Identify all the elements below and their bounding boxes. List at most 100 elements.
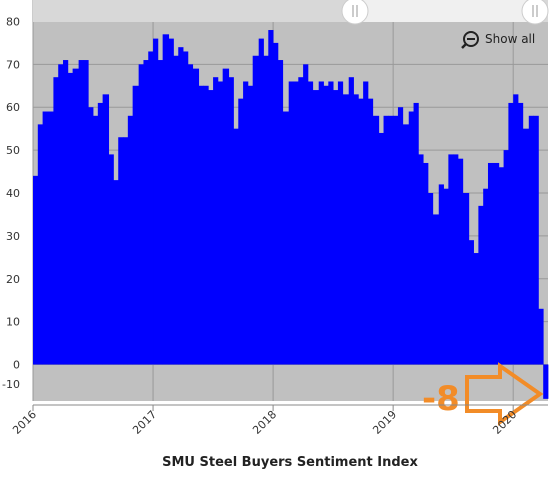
chart-title: SMU Steel Buyers Sentiment Index: [162, 455, 418, 470]
bar: [42, 111, 50, 365]
bar: [198, 85, 204, 365]
bar: [328, 81, 334, 365]
y-tick-label: 30: [6, 230, 20, 243]
bar: [528, 115, 534, 365]
y-tick-label: 50: [6, 144, 20, 157]
bar: [113, 180, 119, 365]
bar: [478, 205, 484, 365]
x-tick-label: 2018: [250, 408, 279, 437]
bar: [312, 90, 320, 365]
bar: [363, 81, 369, 365]
bar: [143, 60, 149, 365]
bar: [423, 162, 429, 365]
bar: [543, 364, 549, 399]
bar: [457, 158, 464, 365]
bar: [53, 77, 59, 365]
bar: [72, 68, 80, 365]
bar: [127, 115, 134, 365]
bar: [37, 124, 44, 365]
bar: [503, 150, 509, 365]
bar: [453, 154, 459, 365]
bar: [203, 85, 209, 365]
bar: [402, 124, 410, 365]
navigator-mask: [33, 0, 355, 22]
x-tick-label: 2016: [10, 408, 39, 437]
bar: [187, 64, 194, 365]
bar: [192, 68, 200, 365]
bar: [323, 85, 329, 365]
bar: [252, 55, 260, 365]
bar: [492, 162, 500, 365]
bar: [153, 38, 159, 365]
bar: [298, 77, 304, 365]
show-all-button[interactable]: Show all: [461, 31, 535, 49]
bar: [108, 154, 114, 365]
bar: [102, 94, 110, 365]
navigator-handle[interactable]: [521, 0, 549, 25]
bar: [348, 77, 354, 365]
navigator: [33, 0, 549, 25]
bar: [277, 60, 284, 365]
bar: [263, 55, 269, 365]
bar: [303, 64, 309, 365]
bar: [168, 38, 174, 365]
bar: [473, 253, 479, 365]
bar: [498, 167, 504, 365]
bar: [238, 98, 244, 365]
bar: [293, 81, 299, 365]
y-tick-label: 70: [6, 58, 20, 71]
bar: [397, 107, 404, 365]
bar: [67, 72, 74, 365]
bar: [483, 188, 489, 365]
bar: [213, 77, 219, 365]
bar: [247, 85, 254, 365]
bar: [462, 192, 470, 365]
bar: [288, 81, 294, 365]
bar: [307, 81, 314, 365]
y-tick-label: 10: [6, 316, 20, 329]
bar: [258, 38, 264, 365]
bar: [538, 308, 544, 365]
bar: [393, 115, 399, 365]
bar: [333, 90, 339, 365]
bar: [342, 94, 350, 365]
bar: [233, 128, 239, 365]
bar: [372, 115, 380, 365]
bar: [178, 47, 184, 365]
bar: [208, 90, 214, 365]
bar: [48, 111, 54, 365]
y-tick-label: 60: [6, 101, 20, 114]
bar: [282, 111, 290, 365]
button-label[interactable]: Show all: [485, 32, 535, 46]
bar: [383, 115, 389, 365]
navigator-handle[interactable]: [341, 0, 369, 25]
bar: [138, 64, 144, 365]
bar: [388, 115, 394, 365]
bar: [97, 102, 104, 365]
bar: [222, 68, 230, 365]
bar: [508, 102, 514, 365]
bar: [358, 98, 364, 365]
bar: [268, 30, 274, 365]
x-tick-label: 2019: [370, 408, 399, 437]
x-tick-label: 2017: [130, 408, 159, 437]
bar: [132, 85, 140, 365]
bar: [427, 192, 434, 365]
bar: [517, 102, 524, 365]
bar: [487, 162, 494, 365]
bar: [432, 214, 440, 365]
bar: [88, 107, 94, 365]
bar: [273, 42, 279, 365]
navigator-window[interactable]: [355, 0, 535, 22]
bar: [162, 34, 170, 365]
y-tick-label: -10: [2, 378, 20, 391]
bar: [63, 60, 69, 365]
bar: [157, 60, 164, 365]
bar: [78, 60, 84, 365]
bar: [58, 64, 64, 365]
bar: [468, 240, 474, 365]
bar: [337, 81, 344, 365]
bar: [522, 128, 530, 365]
bar: [93, 115, 99, 365]
